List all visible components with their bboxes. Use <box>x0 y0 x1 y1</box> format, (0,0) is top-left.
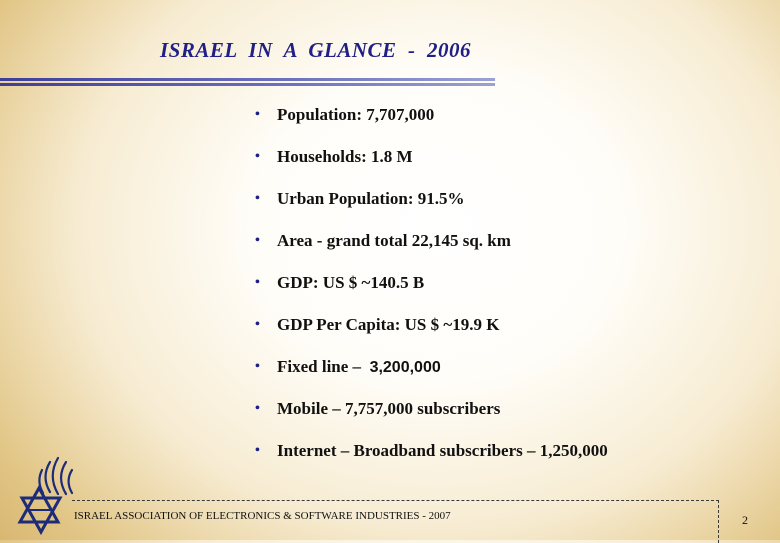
bullet-text: Mobile – 7,757,000 subscribers <box>277 399 501 418</box>
bullet-text-label: Fixed line – <box>277 357 362 376</box>
bullet-text: Urban Population: 91.5% <box>277 189 465 208</box>
bullet-dot-icon: • <box>255 149 260 164</box>
bullet-item: • Fixed line – 3,200,000 <box>255 356 608 398</box>
star-of-david-flame-logo-icon <box>17 456 74 536</box>
footer-organization: ISRAEL ASSOCIATION OF ELECTRONICS & SOFT… <box>74 510 451 522</box>
bullet-list: • Population: 7,707,000 • Households: 1.8 … <box>255 104 608 482</box>
bullet-text: Fixed line – 3,200,000 <box>277 356 441 379</box>
bullet-text: GDP: US $ ~140.5 B <box>277 273 425 292</box>
bullet-item: • Mobile – 7,757,000 subscribers <box>255 398 608 440</box>
bullet-item: • Population: 7,707,000 <box>255 104 608 146</box>
title-underline-bottom <box>0 83 495 86</box>
footer-frame <box>72 500 719 543</box>
bullet-number: 3,200,000 <box>369 359 441 376</box>
bullet-dot-icon: • <box>255 359 260 374</box>
bullet-text: GDP Per Capita: US $ ~19.9 K <box>277 315 500 334</box>
bullet-dot-icon: • <box>255 233 260 248</box>
bullet-item: • Area - grand total 22,145 sq. km <box>255 230 608 272</box>
bullet-text: Internet – Broadband subscribers – 1,250… <box>277 441 608 460</box>
bullet-text: Area - grand total 22,145 sq. km <box>277 231 511 250</box>
bullet-dot-icon: • <box>255 275 260 290</box>
bullet-item: • GDP: US $ ~140.5 B <box>255 272 608 314</box>
bullet-dot-icon: • <box>255 401 260 416</box>
bullet-dot-icon: • <box>255 107 260 122</box>
bullet-dot-icon: • <box>255 443 260 458</box>
title-underline <box>0 78 495 88</box>
bullet-text: Households: 1.8 M <box>277 147 413 166</box>
title-underline-top <box>0 78 495 81</box>
slide-title: ISRAEL IN A GLANCE - 2006 <box>160 38 471 62</box>
bullet-text: Population: 7,707,000 <box>277 105 435 124</box>
bullet-dot-icon: • <box>255 317 260 332</box>
bullet-dot-icon: • <box>255 191 260 206</box>
bullet-item: • Urban Population: 91.5% <box>255 188 608 230</box>
page-number: 2 <box>742 513 748 527</box>
bullet-item: • Households: 1.8 M <box>255 146 608 188</box>
bullet-item: • Internet – Broadband subscribers – 1,25… <box>255 440 608 482</box>
bullet-item: • GDP Per Capita: US $ ~19.9 K <box>255 314 608 356</box>
